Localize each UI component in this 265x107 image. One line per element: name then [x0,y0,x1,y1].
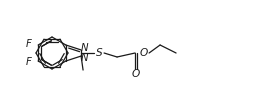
Text: F: F [26,57,32,67]
Text: F: F [26,39,32,49]
Text: O: O [140,48,148,58]
Text: S: S [96,48,102,58]
Text: N: N [80,53,88,63]
Text: N: N [80,43,88,53]
Text: O: O [132,69,140,79]
